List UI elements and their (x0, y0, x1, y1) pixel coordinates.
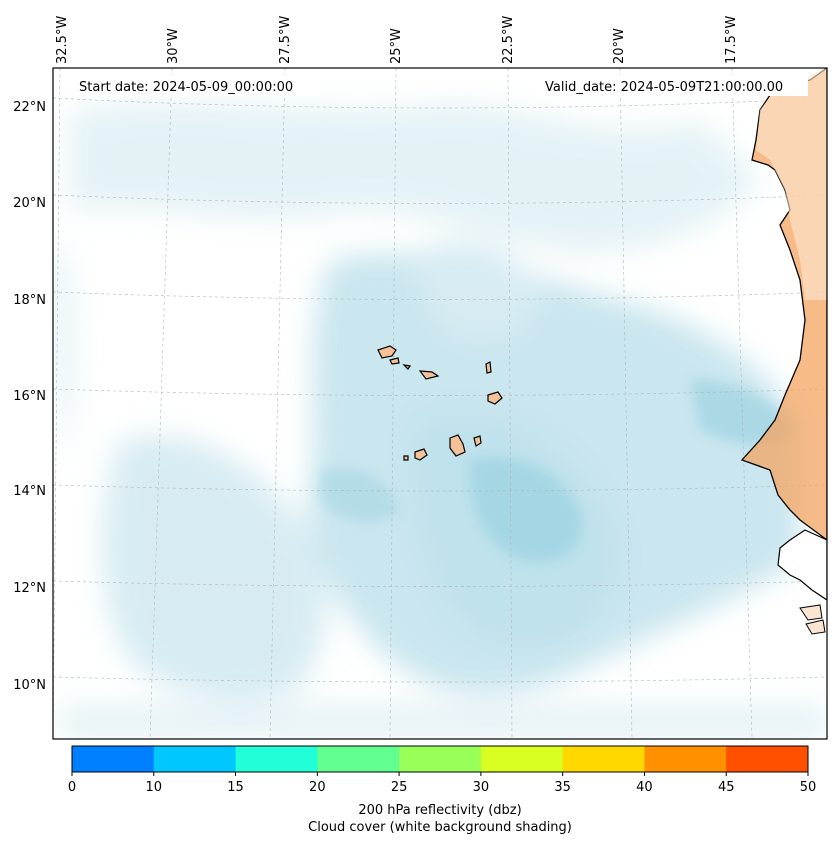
lat-label-18n: 18°N (13, 293, 46, 308)
colorbar-tick-label: 25 (391, 780, 408, 795)
start-date-label: Start date: 2024-05-09_00:00:00 (79, 80, 293, 95)
africa-land-south (777, 529, 827, 601)
lat-label-16n: 16°N (13, 389, 46, 404)
colorbar (71, 745, 809, 773)
colorbar-segment (644, 746, 727, 772)
lon-label-32-5w: 32.5°W (55, 16, 70, 64)
colorbar-segment (235, 746, 318, 772)
lon-label-17-5w: 17.5°W (724, 16, 739, 64)
colorbar-tick-label: 20 (309, 780, 326, 795)
lat-label-10n: 10°N (13, 678, 46, 693)
colorbar-tick-label: 30 (473, 780, 490, 795)
colorbar-segment (72, 746, 155, 772)
lat-label-22n: 22°N (13, 100, 46, 115)
colorbar-label-cloud-cover: Cloud cover (white background shading) (308, 820, 572, 835)
lon-label-25w: 25°W (389, 28, 404, 64)
lon-label-27-5w: 27.5°W (278, 16, 293, 64)
cape-verde-islands (377, 345, 503, 461)
colorbar-tick-label: 50 (800, 780, 817, 795)
lon-label-20w: 20°W (612, 28, 627, 64)
colorbar-tick-label: 10 (146, 780, 163, 795)
colorbar-tick-label: 35 (554, 780, 571, 795)
colorbar-tick-label: 40 (636, 780, 653, 795)
colorbar-frame (71, 745, 809, 773)
colorbar-tick-label: 45 (718, 780, 735, 795)
colorbar-segment (153, 746, 237, 772)
colorbar-segment (726, 746, 809, 772)
colorbar-segment (317, 746, 400, 772)
lon-label-22-5w: 22.5°W (501, 16, 516, 64)
latitude-labels: 22°N 20°N 18°N 16°N 14°N 12°N 10°N (13, 100, 46, 693)
valid-date-label: Valid_date: 2024-05-09T21:00:00.00 (545, 80, 783, 95)
colorbar-label-reflectivity: 200 hPa reflectivity (dbz) (358, 803, 521, 818)
lon-label-30w: 30°W (166, 28, 181, 64)
colorbar-segment (399, 746, 482, 772)
lat-label-14n: 14°N (13, 484, 46, 499)
colorbar-segment (480, 746, 564, 772)
graticule (53, 68, 827, 739)
colorbar-tick-label: 15 (227, 780, 244, 795)
colorbar-tick-label: 0 (68, 780, 76, 795)
colorbar-ticks: 0 10 15 20 25 30 35 40 45 50 (68, 772, 816, 795)
lat-label-20n: 20°N (13, 196, 46, 211)
start-date-box (68, 75, 320, 96)
map-frame (52, 67, 828, 740)
valid-date-box (536, 75, 808, 96)
colorbar-segment (562, 746, 645, 772)
map-area: Start date: 2024-05-09_00:00:00 Valid_da… (53, 68, 827, 739)
longitude-labels: 32.5°W 30°W 27.5°W 25°W 22.5°W 20°W 17.5… (55, 16, 739, 64)
lat-label-12n: 12°N (13, 581, 46, 596)
